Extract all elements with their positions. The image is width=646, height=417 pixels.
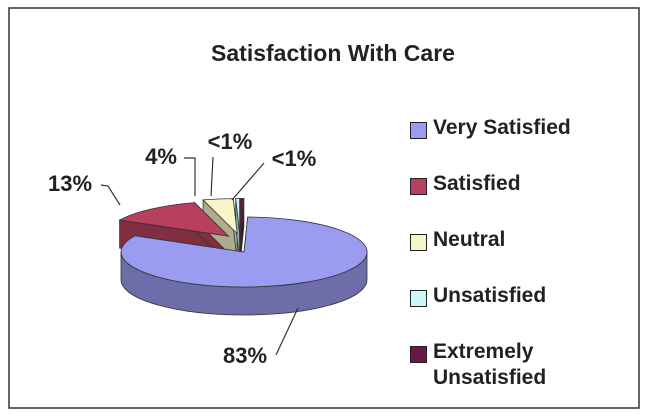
slice — [239, 197, 245, 234]
legend-item: Satisfied — [410, 171, 635, 227]
legend-item: Unsatisfied — [410, 283, 635, 339]
legend-label: Very Satisfied — [433, 116, 571, 139]
legend-swatch — [410, 290, 427, 307]
data-label: <1% — [272, 146, 317, 171]
data-label: <1% — [208, 129, 253, 154]
chart-frame — [8, 7, 640, 409]
leader-line — [184, 157, 196, 196]
slice — [118, 202, 230, 237]
legend-label: Satisfied — [433, 172, 521, 195]
leader-line — [100, 184, 121, 206]
legend-item: Very Satisfied — [410, 115, 635, 171]
slice — [120, 216, 368, 288]
leader-line — [210, 156, 214, 197]
legend: Very Satisfied Satisfied Neutral Unsatisfie… — [410, 115, 635, 395]
chart-title: Satisfaction With Care — [211, 40, 455, 66]
slice — [235, 197, 241, 234]
legend-swatch — [410, 234, 427, 251]
legend-item: Extremely Unsatisfied — [410, 339, 635, 395]
data-label: 4% — [145, 144, 177, 169]
legend-swatch — [410, 346, 427, 363]
legend-label: Unsatisfied — [433, 284, 547, 307]
legend-swatch — [410, 178, 427, 195]
data-label: 83% — [223, 343, 267, 368]
legend-item: Neutral — [410, 227, 635, 283]
legend-label: Neutral — [433, 228, 506, 251]
leader-line — [231, 162, 265, 201]
data-label: 13% — [48, 171, 92, 196]
legend-label: Extremely Unsatisfied — [433, 340, 547, 389]
legend-swatch — [410, 122, 427, 139]
leader-line — [275, 307, 299, 356]
